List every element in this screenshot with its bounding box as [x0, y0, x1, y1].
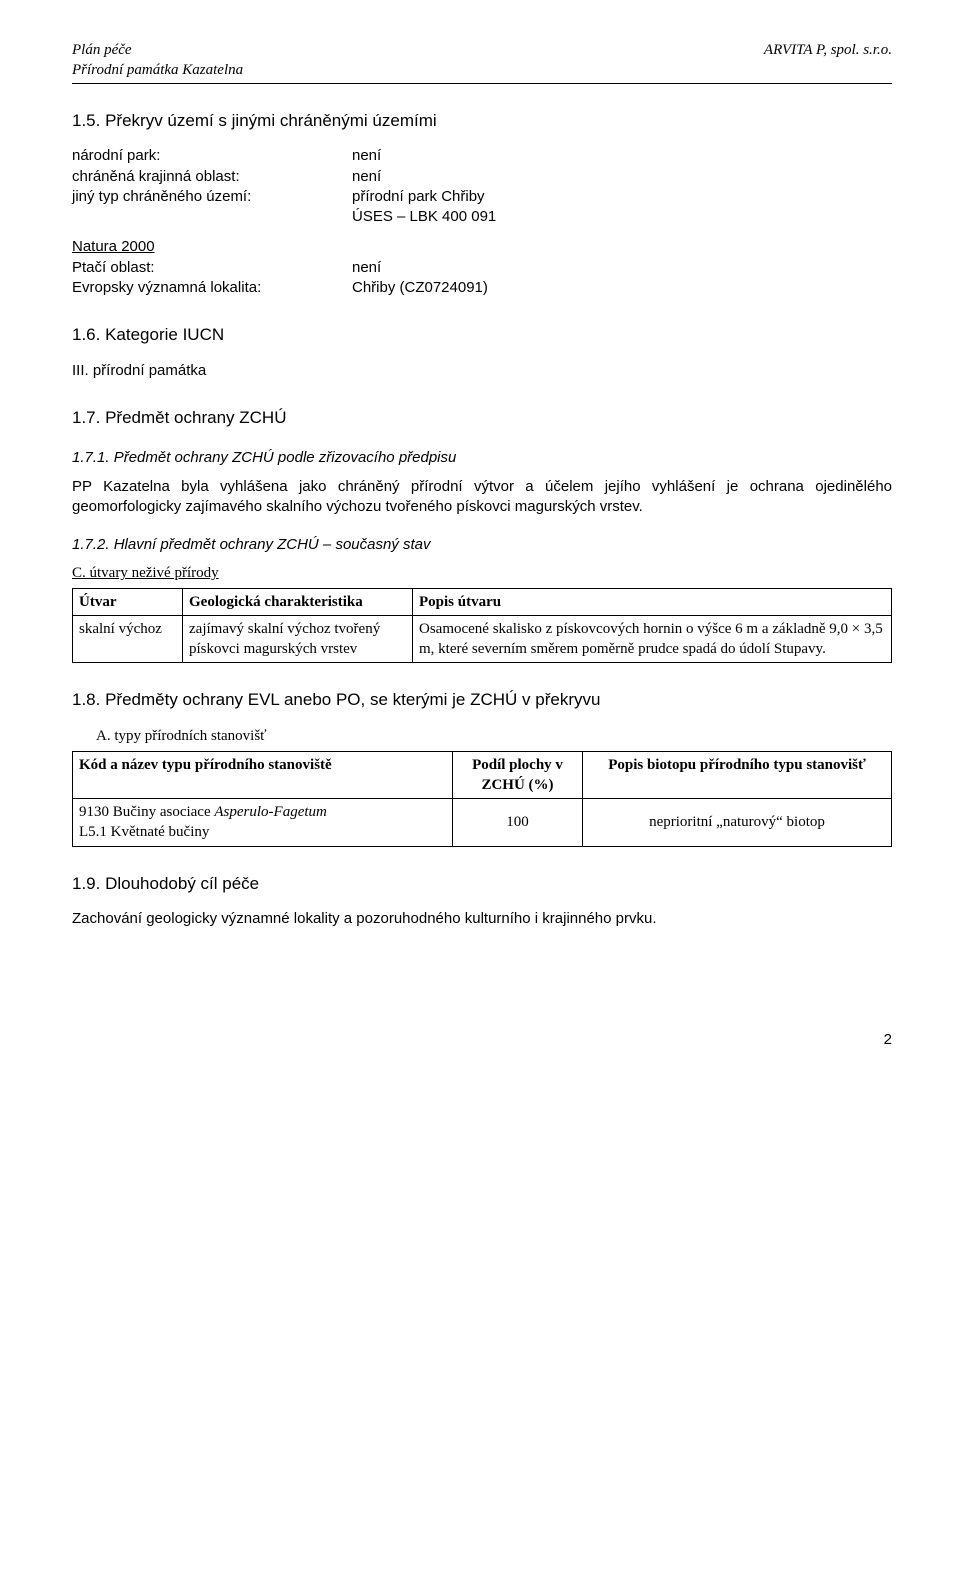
col-popis-biotopu: Popis biotopu přírodního typu stanovišť [583, 751, 892, 799]
table-row: Útvar Geologická charakteristika Popis ú… [73, 588, 892, 615]
kv-row: chráněná krajinná oblast: není [72, 167, 892, 187]
section-1-7-1-body: PP Kazatelna byla vyhlášena jako chráněn… [72, 477, 892, 518]
section-1-7-2-title: 1.7.2. Hlavní předmět ochrany ZCHÚ – sou… [72, 535, 892, 555]
kv-label: Evropsky významná lokalita: [72, 278, 352, 298]
kod-italic: Asperulo-Fagetum [214, 804, 326, 820]
section-1-7-title: 1.7. Předmět ochrany ZCHÚ [72, 407, 892, 430]
page-header: Plán péče Přírodní památka Kazatelna ARV… [72, 40, 892, 81]
section-1-5-title: 1.5. Překryv území s jinými chráněnými ú… [72, 110, 892, 133]
kv-value: ÚSES – LBK 400 091 [352, 207, 892, 227]
kv-value: přírodní park Chřiby [352, 187, 892, 207]
header-left: Plán péče Přírodní památka Kazatelna [72, 40, 243, 81]
kv-row: Ptačí oblast: není [72, 258, 892, 278]
col-utvar: Útvar [73, 588, 183, 615]
section-1-6-title: 1.6. Kategorie IUCN [72, 324, 892, 347]
col-kod: Kód a název typu přírodního stanoviště [73, 751, 453, 799]
natura-heading: Natura 2000 [72, 237, 892, 257]
header-left-line1: Plán péče [72, 40, 243, 60]
col-geo: Geologická charakteristika [183, 588, 413, 615]
section-1-7-1-title: 1.7.1. Předmět ochrany ZCHÚ podle zřizov… [72, 448, 892, 468]
kv-value: není [352, 258, 892, 278]
c-neziva-label: C. útvary neživé přírody [72, 563, 892, 583]
header-rule [72, 83, 892, 84]
header-left-line2: Přírodní památka Kazatelna [72, 60, 243, 80]
kv-row: ÚSES – LBK 400 091 [72, 207, 892, 227]
kv-label: Ptačí oblast: [72, 258, 352, 278]
kod-line1: 9130 Bučiny asociace [79, 804, 214, 820]
table-row: skalní výchoz zajímavý skalní výchoz tvo… [73, 615, 892, 663]
header-right: ARVITA P, spol. s.r.o. [764, 40, 892, 81]
kv-label [72, 207, 352, 227]
kv-value: není [352, 167, 892, 187]
section-1-8-title: 1.8. Předměty ochrany EVL anebo PO, se k… [72, 689, 892, 712]
table-row: 9130 Bučiny asociace Asperulo-Fagetum L5… [73, 799, 892, 847]
kv-row: jiný typ chráněného území: přírodní park… [72, 187, 892, 207]
section-1-9-title: 1.9. Dlouhodobý cíl péče [72, 873, 892, 896]
table-row: Kód a název typu přírodního stanoviště P… [73, 751, 892, 799]
kod-line2: L5.1 Květnaté bučiny [79, 824, 209, 840]
kv-value: Chřiby (CZ0724091) [352, 278, 892, 298]
cell-geo: zajímavý skalní výchoz tvořený pískovci … [183, 615, 413, 663]
col-podil: Podíl plochy v ZCHÚ (%) [453, 751, 583, 799]
table-evl: Kód a název typu přírodního stanoviště P… [72, 751, 892, 847]
kv-label: jiný typ chráněného území: [72, 187, 352, 207]
section-1-9-body: Zachování geologicky významné lokality a… [72, 909, 892, 929]
kv-row: národní park: není [72, 146, 892, 166]
col-popis: Popis útvaru [413, 588, 892, 615]
page-number: 2 [72, 1030, 892, 1050]
cell-kod: 9130 Bučiny asociace Asperulo-Fagetum L5… [73, 799, 453, 847]
kv-label: chráněná krajinná oblast: [72, 167, 352, 187]
kv-label: národní park: [72, 146, 352, 166]
cell-podil: 100 [453, 799, 583, 847]
table-c-utvar: Útvar Geologická charakteristika Popis ú… [72, 588, 892, 664]
kv-value: není [352, 146, 892, 166]
section-1-6-body: III. přírodní památka [72, 361, 892, 381]
section-1-5-body: národní park: není chráněná krajinná obl… [72, 146, 892, 298]
kv-row: Evropsky významná lokalita: Chřiby (CZ07… [72, 278, 892, 298]
cell-popis: Osamocené skalisko z pískovcových hornin… [413, 615, 892, 663]
a-typy-label: A. typy přírodních stanovišť [72, 726, 892, 746]
cell-popis-biotopu: neprioritní „naturový“ biotop [583, 799, 892, 847]
cell-utvar: skalní výchoz [73, 615, 183, 663]
